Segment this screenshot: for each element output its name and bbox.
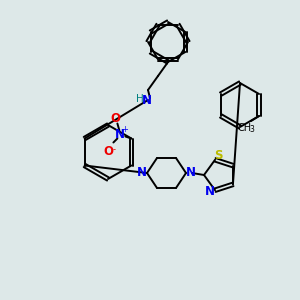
Text: -: - [113, 145, 116, 154]
Text: N: N [142, 94, 152, 107]
Text: N: N [114, 128, 124, 141]
Text: S: S [214, 149, 222, 162]
Text: N: N [186, 167, 196, 179]
Text: N: N [137, 167, 147, 179]
Text: +: + [121, 125, 128, 134]
Text: 3: 3 [250, 125, 254, 134]
Text: N: N [205, 185, 215, 198]
Text: O: O [103, 145, 113, 158]
Text: O: O [110, 112, 120, 125]
Text: H: H [136, 94, 144, 104]
Text: CH: CH [238, 123, 252, 133]
